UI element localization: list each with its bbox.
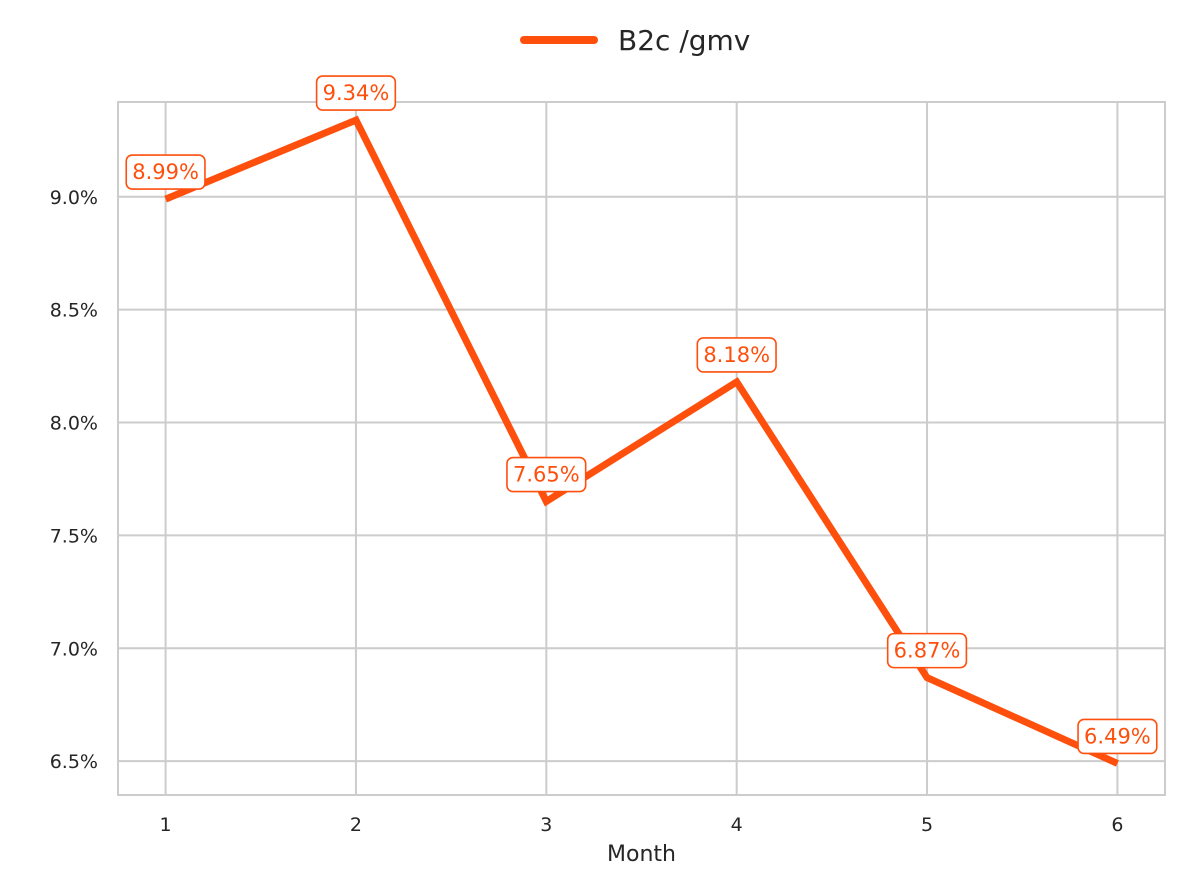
grid-lines [118, 102, 1165, 795]
data-label-text: 9.34% [323, 81, 390, 105]
data-label: 6.49% [1077, 718, 1158, 755]
data-label: 6.87% [886, 632, 968, 669]
x-tick-label: 2 [350, 814, 362, 836]
data-label-text: 8.18% [703, 343, 770, 367]
x-tick-label: 4 [731, 814, 743, 836]
y-tick-label: 7.0% [50, 638, 98, 660]
data-label-box [315, 75, 397, 111]
x-tick-label: 3 [540, 814, 552, 836]
data-label-text: 7.65% [513, 463, 580, 487]
data-label-text: 6.87% [894, 639, 961, 663]
x-tick-label: 5 [921, 814, 933, 836]
data-label: 9.34% [315, 75, 397, 111]
plot-frame [117, 101, 1166, 796]
legend: B2c /gmv [520, 24, 750, 57]
x-axis-ticks: 1 2 3 4 5 6 [160, 814, 1124, 836]
series-line [164, 115, 1119, 767]
x-tick-label: 6 [1111, 814, 1123, 836]
y-tick-label: 6.5% [50, 751, 98, 773]
data-label-text: 6.49% [1084, 724, 1151, 748]
data-label-box [125, 154, 206, 190]
y-tick-label: 9.0% [50, 187, 98, 209]
data-label-box [886, 632, 968, 669]
x-axis-title: Month [607, 842, 676, 867]
y-axis-ticks: 6.5% 7.0% 7.5% 8.0% 8.5% 9.0% [50, 187, 98, 773]
data-label-box [1077, 718, 1158, 755]
data-label: 7.65% [506, 456, 587, 493]
data-label-box [696, 337, 777, 373]
data-label-box [506, 456, 587, 493]
data-label: 8.99% [125, 154, 206, 190]
data-label: 8.18% [696, 337, 777, 373]
y-tick-label: 8.5% [50, 300, 98, 322]
series-layer [164, 115, 1119, 767]
legend-label: B2c /gmv [618, 24, 750, 57]
y-tick-label: 8.0% [50, 413, 98, 435]
y-tick-label: 7.5% [50, 525, 98, 547]
data-labels: 8.99% 9.34% 7.65% 8.18% 6.87% 6.49% [125, 75, 1158, 755]
x-tick-label: 1 [160, 814, 172, 836]
data-label-text: 8.99% [132, 160, 199, 184]
